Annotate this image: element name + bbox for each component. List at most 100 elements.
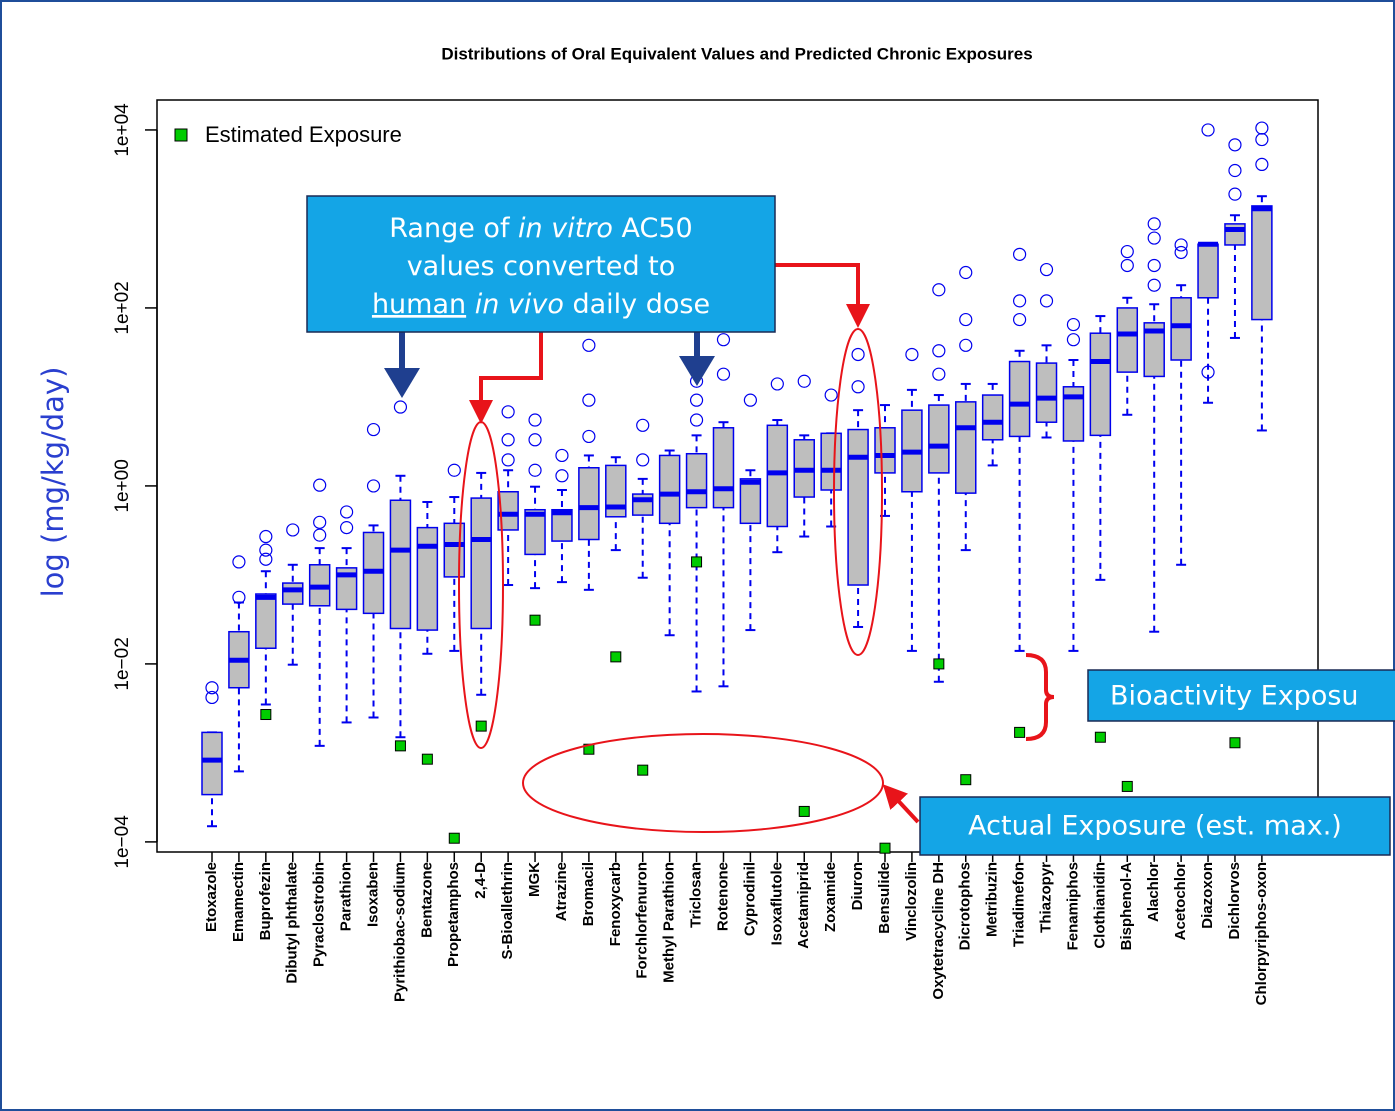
x-tick-label: MGK xyxy=(526,862,543,897)
y-tick-label: 1e−02 xyxy=(112,637,133,690)
box xyxy=(1143,322,1165,378)
outlier xyxy=(286,523,300,537)
x-tick-label: Vinclozolin xyxy=(903,862,920,941)
x-tick-label: Pyraclostrobin xyxy=(311,862,328,967)
callout-text: Actual Exposure (est. max.) xyxy=(968,811,1342,842)
outlier xyxy=(1012,312,1027,327)
x-tick-label: Clothianidin xyxy=(1091,862,1108,949)
outlier xyxy=(366,422,381,437)
x-tick-label: Triadimefon xyxy=(1011,862,1028,947)
exposure-point xyxy=(1121,780,1133,792)
box xyxy=(685,452,708,509)
outlier xyxy=(1012,247,1027,261)
box xyxy=(1197,243,1219,299)
box xyxy=(928,404,950,474)
callout-text: human in vivo daily dose xyxy=(372,289,710,320)
callout-box xyxy=(919,796,1391,856)
outlier xyxy=(232,555,246,569)
outlier xyxy=(205,690,219,705)
outlier xyxy=(932,344,946,358)
outlier xyxy=(636,418,650,432)
x-tick-label: Alachlor xyxy=(1145,862,1162,922)
callout-text: values converted to xyxy=(407,251,676,282)
box xyxy=(1251,205,1273,321)
outlier xyxy=(797,374,811,388)
outlier xyxy=(528,463,542,477)
callout-box xyxy=(1087,669,1395,722)
outlier xyxy=(313,515,327,529)
callout-text: Bioactivity Exposu xyxy=(1110,681,1359,712)
exposure-point xyxy=(933,658,945,670)
outlier xyxy=(851,347,865,362)
x-tick-label: Rotenone xyxy=(714,862,731,931)
box xyxy=(255,593,277,649)
exposure-point xyxy=(610,651,622,663)
outlier xyxy=(932,367,946,381)
x-tick-label: Acetochlor xyxy=(1172,862,1189,941)
box xyxy=(1224,223,1246,246)
box xyxy=(1116,307,1139,373)
x-tick-label: Metribuzin xyxy=(984,862,1001,937)
box xyxy=(955,401,977,494)
box xyxy=(1035,362,1058,423)
x-tick-label: Chlorpyriphos-oxon xyxy=(1253,862,1270,1005)
callout-box xyxy=(306,195,776,333)
outlier xyxy=(1066,317,1081,332)
y-tick-label: 1e−04 xyxy=(112,815,133,869)
box xyxy=(282,582,304,605)
x-tick-label: S-Bioallethrin xyxy=(499,862,516,960)
outlier xyxy=(1039,294,1054,308)
outlier xyxy=(959,338,973,352)
outlier xyxy=(689,393,704,407)
outlier xyxy=(1120,244,1134,259)
callout-text: in vitro xyxy=(518,213,613,244)
box xyxy=(712,427,735,509)
bracket xyxy=(1025,653,1055,741)
outlier xyxy=(1066,333,1081,347)
callout-text: human xyxy=(372,289,466,320)
box xyxy=(1062,386,1085,442)
y-tick-label: 1e+02 xyxy=(112,281,133,334)
outlier xyxy=(1201,365,1215,379)
box xyxy=(551,508,573,542)
arrow xyxy=(882,784,920,824)
box xyxy=(335,567,358,611)
outlier xyxy=(1147,278,1161,292)
exposure-point xyxy=(798,805,810,817)
x-tick-label: Dicrotophos xyxy=(957,862,974,950)
x-tick-label: Emamectin xyxy=(230,862,247,942)
exposure-point xyxy=(421,753,433,765)
outlier xyxy=(555,469,569,483)
outlier xyxy=(1228,163,1242,178)
outlier xyxy=(340,505,354,519)
outlier xyxy=(1012,294,1027,308)
highlight-ellipse xyxy=(522,733,884,833)
outlier xyxy=(1228,187,1242,201)
box xyxy=(658,454,681,525)
exposure-point xyxy=(475,720,487,732)
outlier xyxy=(582,393,596,407)
outlier xyxy=(689,413,704,427)
legend: Estimated Exposure xyxy=(174,122,402,147)
outlier xyxy=(528,433,542,447)
outlier xyxy=(393,400,408,414)
outlier xyxy=(582,338,596,352)
outlier xyxy=(1255,121,1269,135)
x-tick-label: Oxytetracycline DH xyxy=(930,862,947,1000)
outlier xyxy=(259,552,273,566)
x-tick-label: Diazoxon xyxy=(1199,862,1216,929)
x-tick-label: 2,4-D xyxy=(472,862,489,899)
box xyxy=(416,526,439,631)
y-tick-label: 1e+04 xyxy=(112,103,133,157)
x-tick-label: Etoxazole xyxy=(203,862,220,932)
outlier xyxy=(340,521,354,535)
box xyxy=(1170,297,1192,361)
legend-label: Estimated Exposure xyxy=(205,122,402,147)
outlier xyxy=(528,413,542,427)
outlier xyxy=(1147,231,1161,245)
outlier xyxy=(1147,217,1161,231)
outlier xyxy=(205,681,219,695)
callout-text: in vivo xyxy=(466,289,564,320)
outlier xyxy=(1039,262,1054,277)
